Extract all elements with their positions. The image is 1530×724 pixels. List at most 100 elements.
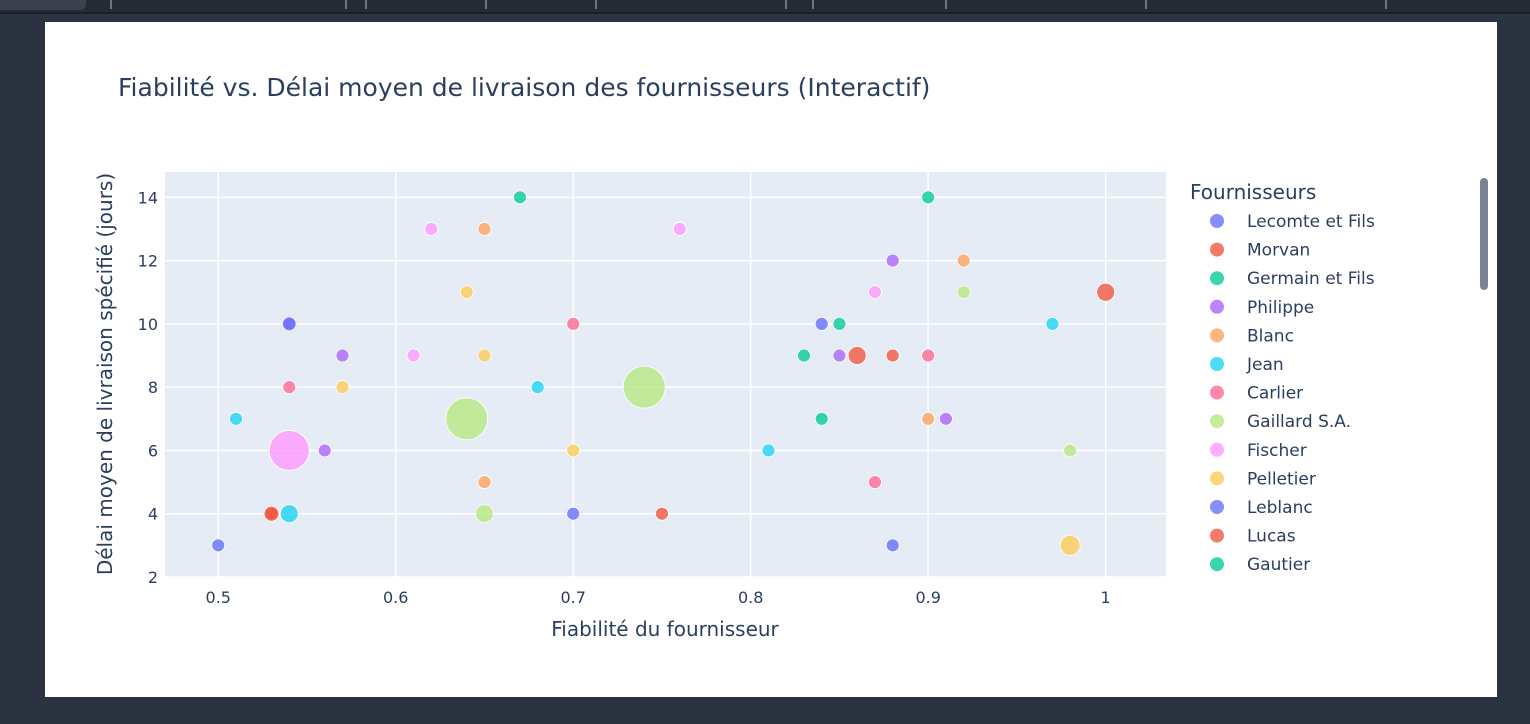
point-blanc[interactable] [956, 253, 971, 268]
legend-item-germain-et-fils[interactable]: Germain et Fils [1210, 269, 1375, 289]
legend-label: Gaillard S.A. [1247, 412, 1351, 432]
point-germain-et-fils[interactable] [814, 411, 829, 426]
legend-item-blanc[interactable]: Blanc [1210, 326, 1294, 346]
point-germain-et-fils[interactable] [797, 348, 811, 363]
point-carlier[interactable] [282, 380, 297, 395]
y-tick-label: 2 [148, 568, 158, 587]
point-germain-et-fils[interactable] [921, 190, 936, 205]
toolbar-tab[interactable] [0, 0, 86, 10]
point-pelletier[interactable] [335, 380, 350, 395]
point-lecomte-et-fils[interactable] [566, 506, 581, 521]
toolbar-icon[interactable] [485, 0, 487, 9]
toolbar-icon[interactable] [812, 0, 814, 9]
point-carlier[interactable] [566, 316, 581, 331]
point-philippe[interactable] [317, 443, 332, 458]
legend-label: Pelletier [1247, 469, 1316, 489]
toolbar-icon[interactable] [1385, 0, 1387, 9]
legend-marker [1210, 471, 1224, 486]
toolbar-icon[interactable] [110, 0, 112, 9]
legend-marker [1210, 242, 1224, 257]
point-fischer[interactable] [424, 222, 439, 236]
data-points[interactable] [211, 190, 1116, 556]
legend-item-gaillard-s-a-[interactable]: Gaillard S.A. [1210, 412, 1351, 432]
legend-marker [1210, 357, 1224, 371]
point-gaillard-s-a-[interactable] [956, 285, 971, 300]
point-pelletier[interactable] [566, 443, 581, 458]
point-jean[interactable] [1045, 316, 1060, 331]
legend[interactable]: Fournisseurs Lecomte et Fils Morvan Germai… [1190, 180, 1375, 575]
point-philippe[interactable] [885, 253, 900, 268]
legend-label: Fischer [1247, 441, 1307, 461]
point-lucas[interactable] [263, 505, 280, 522]
x-tick-label: 1 [1101, 588, 1111, 607]
legend-label: Lucas [1247, 527, 1296, 547]
y-tick-label: 6 [148, 441, 158, 460]
legend-item-gautier[interactable]: Gautier [1210, 555, 1310, 575]
point-morvan[interactable] [885, 348, 900, 363]
legend-item-morvan[interactable]: Morvan [1210, 241, 1310, 261]
point-blanc[interactable] [477, 475, 492, 489]
point-carlier[interactable] [868, 475, 882, 489]
point-philippe[interactable] [832, 348, 847, 363]
point-jean[interactable] [279, 504, 299, 524]
point-lecomte-et-fils[interactable] [211, 538, 226, 553]
legend-item-fischer[interactable]: Fischer [1210, 441, 1307, 461]
point-germain-et-fils[interactable] [832, 316, 847, 331]
legend-label: Lecomte et Fils [1247, 212, 1375, 232]
toolbar-icon[interactable] [1145, 0, 1147, 9]
point-morvan[interactable] [847, 346, 867, 365]
point-jean[interactable] [229, 411, 243, 426]
point-fischer[interactable] [406, 348, 421, 363]
legend-item-jean[interactable]: Jean [1210, 355, 1284, 375]
point-carlier[interactable] [921, 348, 936, 363]
point-blanc[interactable] [477, 222, 492, 236]
point-gaillard-s-a-[interactable] [445, 397, 489, 441]
toolbar-icon[interactable] [365, 0, 367, 9]
legend-marker [1210, 299, 1224, 314]
toolbar-icon[interactable] [595, 0, 597, 9]
toolbar-separator [785, 0, 787, 9]
scatter-chart[interactable]: Fiabilité vs. Délai moyen de livraison d… [45, 22, 1497, 697]
point-lecomte-et-fils[interactable] [814, 316, 829, 331]
legend-marker [1210, 271, 1224, 286]
legend-label: Leblanc [1247, 498, 1313, 518]
point-gaillard-s-a-[interactable] [475, 504, 494, 524]
point-fischer[interactable] [268, 430, 310, 471]
point-pelletier[interactable] [477, 348, 492, 363]
point-morvan[interactable] [655, 506, 669, 521]
point-fischer[interactable] [672, 222, 687, 236]
legend-marker [1210, 442, 1224, 457]
point-pelletier[interactable] [459, 285, 474, 300]
point-morvan[interactable] [1096, 282, 1116, 302]
legend-item-philippe[interactable]: Philippe [1210, 298, 1314, 318]
legend-item-leblanc[interactable]: Leblanc [1210, 498, 1313, 518]
point-jean[interactable] [530, 380, 545, 395]
point-germain-et-fils[interactable] [513, 190, 527, 205]
vertical-scrollbar[interactable] [1480, 178, 1488, 290]
point-leblanc[interactable] [281, 316, 297, 332]
legend-item-lecomte-et-fils[interactable]: Lecomte et Fils [1210, 212, 1375, 232]
point-blanc[interactable] [921, 411, 936, 426]
legend-label: Carlier [1247, 384, 1303, 404]
x-tick-label: 0.5 [206, 588, 231, 607]
legend-title: Fournisseurs [1190, 180, 1316, 204]
chart-panel: Fiabilité vs. Délai moyen de livraison d… [45, 22, 1497, 697]
point-gaillard-s-a-[interactable] [622, 365, 666, 409]
legend-item-lucas[interactable]: Lucas [1210, 527, 1296, 547]
point-fischer[interactable] [868, 285, 882, 300]
legend-marker [1210, 414, 1224, 429]
point-lecomte-et-fils[interactable] [885, 538, 900, 553]
y-tick-label: 14 [138, 188, 158, 207]
legend-label: Morvan [1247, 241, 1310, 261]
point-gaillard-s-a-[interactable] [1063, 443, 1078, 458]
point-philippe[interactable] [335, 348, 350, 363]
point-philippe[interactable] [939, 411, 953, 426]
legend-item-pelletier[interactable]: Pelletier [1210, 469, 1316, 489]
point-jean[interactable] [761, 443, 776, 458]
point-pelletier[interactable] [1059, 534, 1081, 556]
legend-marker [1210, 214, 1224, 228]
legend-marker [1210, 500, 1224, 514]
legend-label: Blanc [1247, 326, 1294, 346]
toolbar-icon[interactable] [945, 0, 947, 9]
legend-item-carlier[interactable]: Carlier [1210, 384, 1303, 404]
